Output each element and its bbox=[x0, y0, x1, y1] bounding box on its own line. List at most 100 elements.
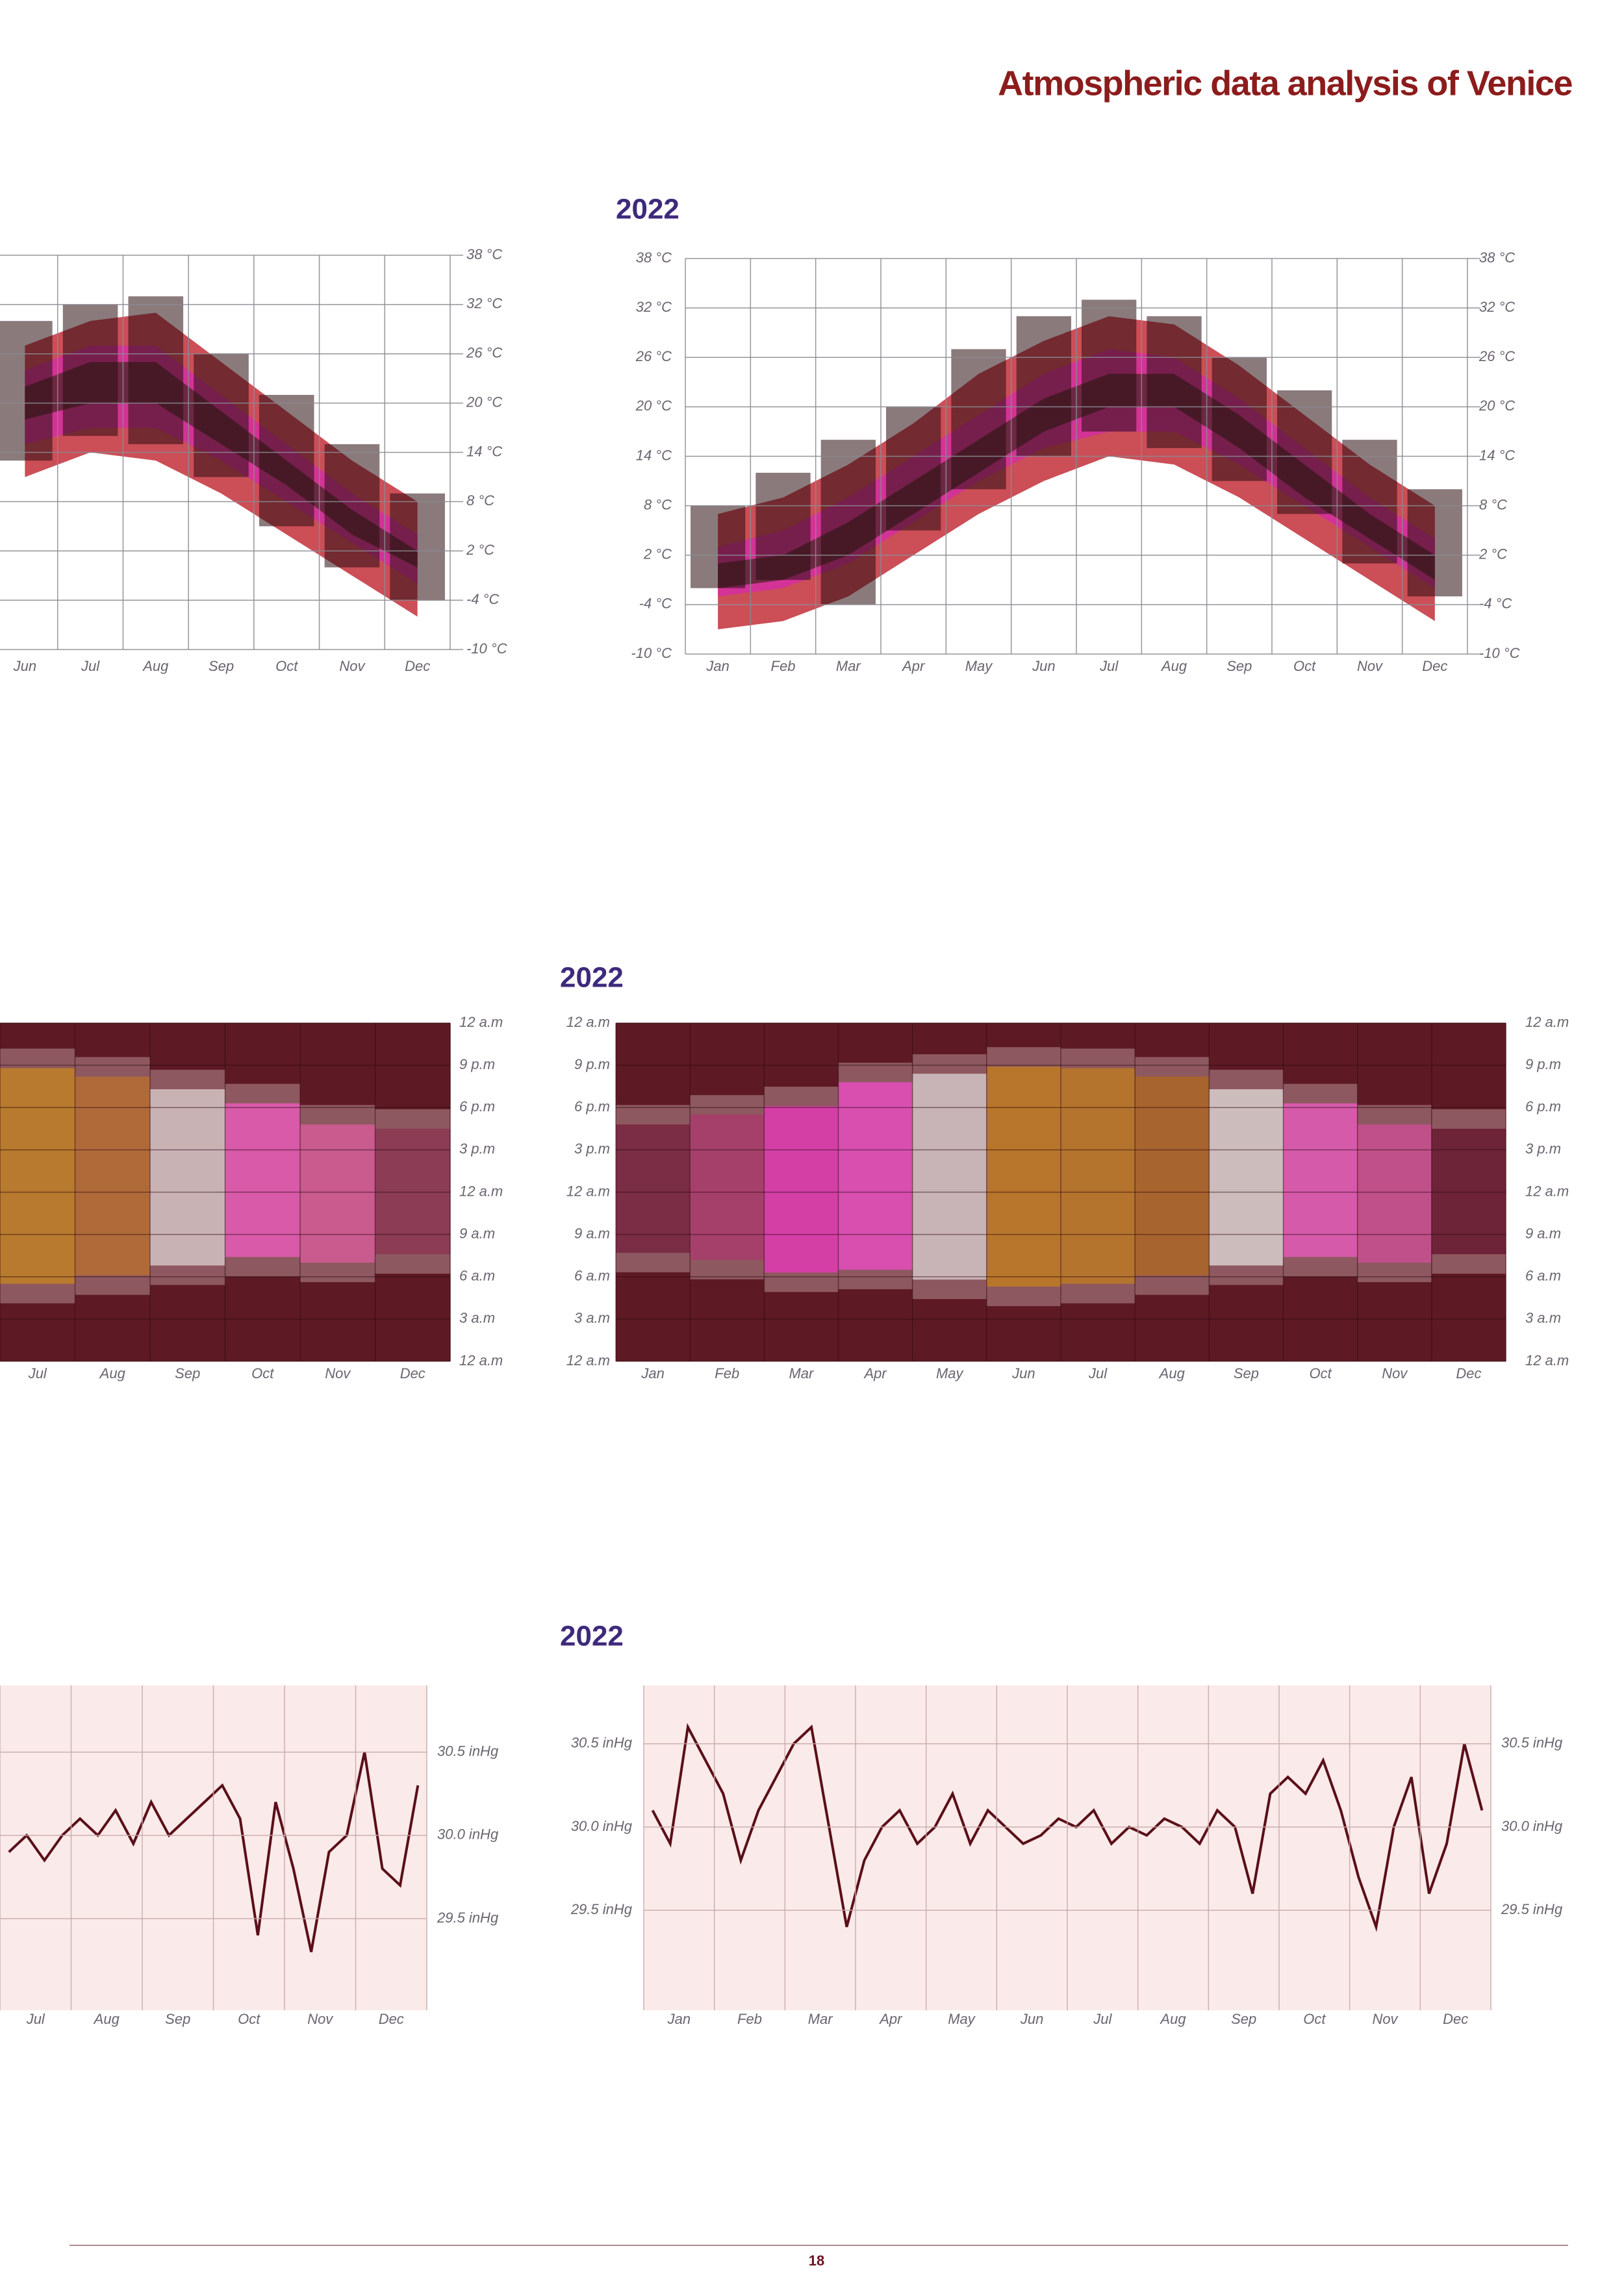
y-tick-label: 6 p.m bbox=[574, 1098, 610, 1115]
y-tick-label: 9 p.m bbox=[1525, 1056, 1561, 1072]
page-title: Atmospheric data analysis of Venice bbox=[998, 64, 1572, 103]
x-tick-label: Dec bbox=[379, 2011, 404, 2027]
observed-range bbox=[755, 472, 811, 580]
x-tick-label: Oct bbox=[238, 2011, 260, 2027]
chart-title: 2022 bbox=[616, 194, 679, 225]
y-tick-label: 26 °C bbox=[1478, 348, 1515, 364]
observed-range bbox=[62, 304, 118, 436]
x-tick-label: Nov bbox=[325, 1365, 351, 1381]
y-tick-label: 9 p.m bbox=[574, 1056, 610, 1072]
observed-range bbox=[886, 407, 941, 531]
x-tick-label: Dec bbox=[405, 658, 430, 674]
daylight-cell bbox=[75, 1076, 151, 1276]
y-tick-label: 20 °C bbox=[466, 394, 502, 410]
observed-range bbox=[1342, 440, 1397, 564]
daylight-cell bbox=[986, 1066, 1061, 1287]
observed-range bbox=[324, 444, 380, 568]
y-tick-label: 30.0 inHg bbox=[571, 1818, 633, 1834]
x-tick-label: Mar bbox=[789, 1365, 815, 1381]
x-tick-label: Feb bbox=[771, 658, 796, 674]
y-tick-label: 2 °C bbox=[643, 546, 672, 562]
daylight-cell bbox=[912, 1074, 987, 1280]
y-tick-label: 30.0 inHg bbox=[437, 1826, 499, 1843]
y-tick-label: 14 °C bbox=[1479, 447, 1515, 463]
y-tick-label: 26 °C bbox=[466, 345, 502, 361]
y-tick-label: 8 °C bbox=[466, 492, 494, 509]
y-tick-label: -4 °C bbox=[1479, 596, 1512, 612]
x-tick-label: Mar bbox=[836, 658, 862, 674]
x-tick-label: Sep bbox=[1226, 658, 1252, 674]
y-tick-label: 8 °C bbox=[1479, 496, 1507, 512]
y-tick-label: 6 p.m bbox=[459, 1098, 495, 1115]
y-tick-label: 9 a.m bbox=[1525, 1225, 1561, 1241]
x-tick-label: Nov bbox=[339, 658, 366, 674]
y-tick-label: 9 a.m bbox=[574, 1225, 610, 1241]
y-tick-label: -4 °C bbox=[466, 591, 499, 607]
observed-range bbox=[194, 353, 249, 477]
x-tick-label: Jul bbox=[26, 2011, 45, 2027]
daylight-cell bbox=[1431, 1128, 1506, 1255]
y-tick-label: 32 °C bbox=[636, 299, 672, 315]
y-tick-label: 30.5 inHg bbox=[571, 1735, 633, 1751]
y-tick-label: -10 °C bbox=[466, 640, 507, 657]
daylight-cell bbox=[1357, 1124, 1432, 1263]
x-tick-label: Dec bbox=[1422, 658, 1447, 674]
x-tick-label: Jun bbox=[1020, 2011, 1043, 2027]
x-tick-label: Apr bbox=[878, 2011, 903, 2027]
chart-title: 2022 bbox=[560, 1621, 624, 1652]
y-tick-label: 32 °C bbox=[466, 296, 502, 312]
x-tick-label: May bbox=[965, 658, 994, 674]
x-tick-label: Aug bbox=[93, 2011, 120, 2027]
y-tick-label: 30.5 inHg bbox=[1501, 1735, 1563, 1751]
y-tick-label: -10 °C bbox=[1479, 645, 1520, 661]
observed-range bbox=[1277, 390, 1332, 514]
x-tick-label: Jul bbox=[1099, 658, 1119, 674]
y-tick-label: 6 a.m bbox=[1525, 1268, 1561, 1284]
y-tick-label: 38 °C bbox=[1479, 249, 1515, 266]
y-tick-label: 20 °C bbox=[1478, 397, 1515, 414]
observed-range bbox=[1147, 316, 1202, 448]
observed-range bbox=[128, 296, 184, 444]
y-tick-label: 9 p.m bbox=[459, 1056, 495, 1072]
x-tick-label: Nov bbox=[1382, 1365, 1408, 1381]
x-tick-label: May bbox=[948, 2011, 976, 2027]
daylight-cell bbox=[1135, 1076, 1210, 1276]
observed-range bbox=[0, 321, 53, 461]
x-tick-label: Oct bbox=[1309, 1365, 1332, 1381]
y-tick-label: 2 °C bbox=[466, 542, 494, 558]
y-tick-label: 3 p.m bbox=[1525, 1141, 1561, 1157]
x-tick-label: Sep bbox=[1231, 2011, 1256, 2027]
y-tick-label: 6 p.m bbox=[1525, 1098, 1561, 1115]
observed-range bbox=[390, 493, 445, 601]
y-tick-label: 12 a.m bbox=[566, 1014, 610, 1030]
x-tick-label: Aug bbox=[1160, 658, 1187, 674]
y-tick-label: 3 p.m bbox=[574, 1141, 610, 1157]
y-tick-label: 3 a.m bbox=[459, 1310, 495, 1326]
daylight-cell bbox=[225, 1103, 301, 1257]
x-tick-label: Jul bbox=[28, 1365, 47, 1381]
y-tick-label: 3 a.m bbox=[574, 1310, 610, 1326]
y-tick-label: 12 a.m bbox=[566, 1352, 610, 1369]
x-tick-label: Sep bbox=[165, 2011, 190, 2027]
x-tick-label: Apr bbox=[901, 658, 926, 674]
x-tick-label: Sep bbox=[209, 658, 234, 674]
daylight-cell bbox=[1283, 1103, 1358, 1257]
y-tick-label: 3 a.m bbox=[1525, 1310, 1561, 1326]
observed-range bbox=[259, 394, 314, 527]
x-tick-label: Oct bbox=[1303, 2011, 1326, 2027]
observed-range bbox=[1407, 489, 1462, 597]
y-tick-label: -4 °C bbox=[639, 596, 672, 612]
y-tick-label: 12 a.m bbox=[459, 1183, 503, 1199]
x-tick-label: Oct bbox=[1293, 658, 1316, 674]
x-tick-label: Sep bbox=[1234, 1365, 1259, 1381]
x-tick-label: Dec bbox=[400, 1365, 425, 1381]
y-tick-label: 26 °C bbox=[635, 348, 672, 364]
x-tick-label: Jun bbox=[13, 658, 36, 674]
y-tick-label: 12 a.m bbox=[459, 1352, 503, 1369]
observed-range bbox=[820, 440, 876, 605]
daylight-cell bbox=[1209, 1089, 1284, 1266]
chart-title: 2022 bbox=[560, 962, 624, 994]
x-tick-label: Nov bbox=[1357, 658, 1384, 674]
x-tick-label: May bbox=[936, 1365, 965, 1381]
